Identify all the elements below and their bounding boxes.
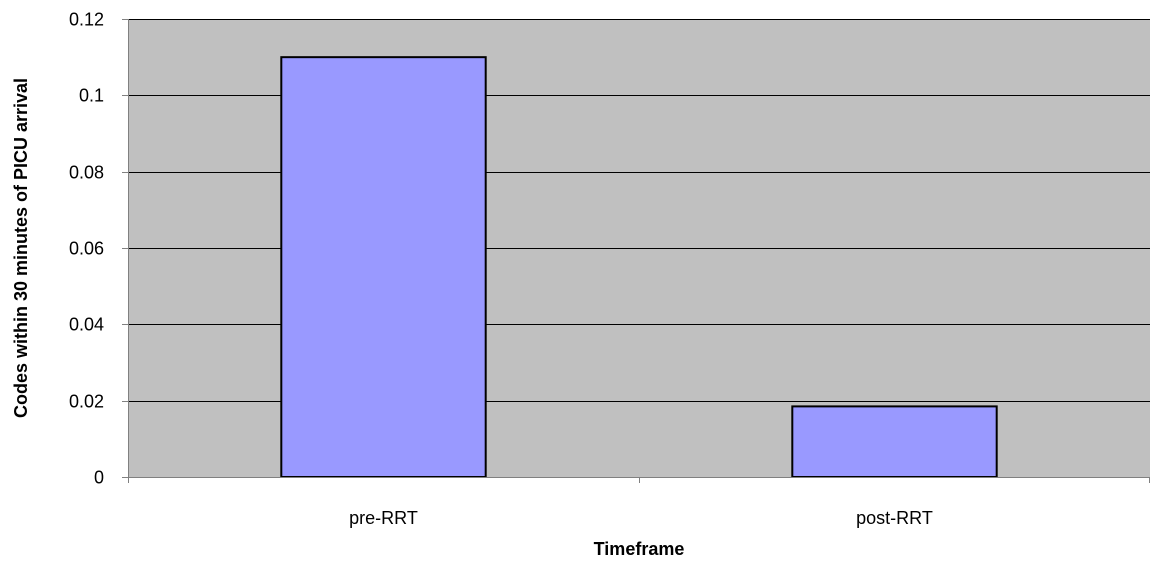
y-axis-title: Codes within 30 minutes of PICU arrival — [11, 78, 31, 418]
x-axis-title: Timeframe — [594, 539, 685, 559]
y-tick-label: 0.02 — [69, 392, 104, 412]
bar-pre-RRT — [280, 56, 487, 479]
y-tick-label: 0.06 — [69, 239, 104, 259]
x-tick-label: pre-RRT — [349, 508, 418, 528]
y-tick-label: 0.08 — [69, 163, 104, 183]
labels: 0 0.02 0.04 0.06 0.08 0.1 0.12 pre-RRT post-RRT — [69, 10, 933, 529]
x-tick-label: post-RRT — [856, 508, 933, 528]
bars — [280, 56, 998, 479]
y-tick-label: 0 — [94, 468, 104, 488]
y-tick-label: 0.12 — [69, 10, 104, 30]
y-tick-label: 0.04 — [69, 315, 104, 335]
bar-post-RRT — [791, 405, 998, 478]
y-tick-label: 0.1 — [79, 86, 104, 106]
